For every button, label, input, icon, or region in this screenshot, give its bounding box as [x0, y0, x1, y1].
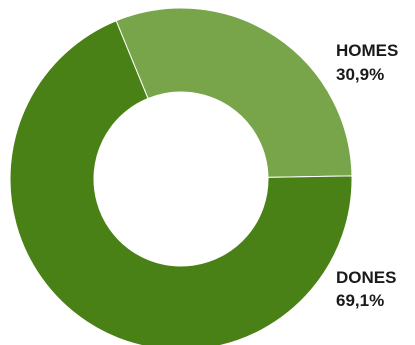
- slice-value-dones: 69,1%: [336, 291, 384, 310]
- slice-label-dones: DONES: [336, 268, 396, 287]
- donut-slices: [9, 7, 353, 345]
- donut-slice-homes: [115, 7, 353, 178]
- donut-slice-dones: [9, 20, 353, 345]
- slice-value-homes: 30,9%: [336, 65, 384, 84]
- slice-label-homes: HOMES: [336, 41, 398, 60]
